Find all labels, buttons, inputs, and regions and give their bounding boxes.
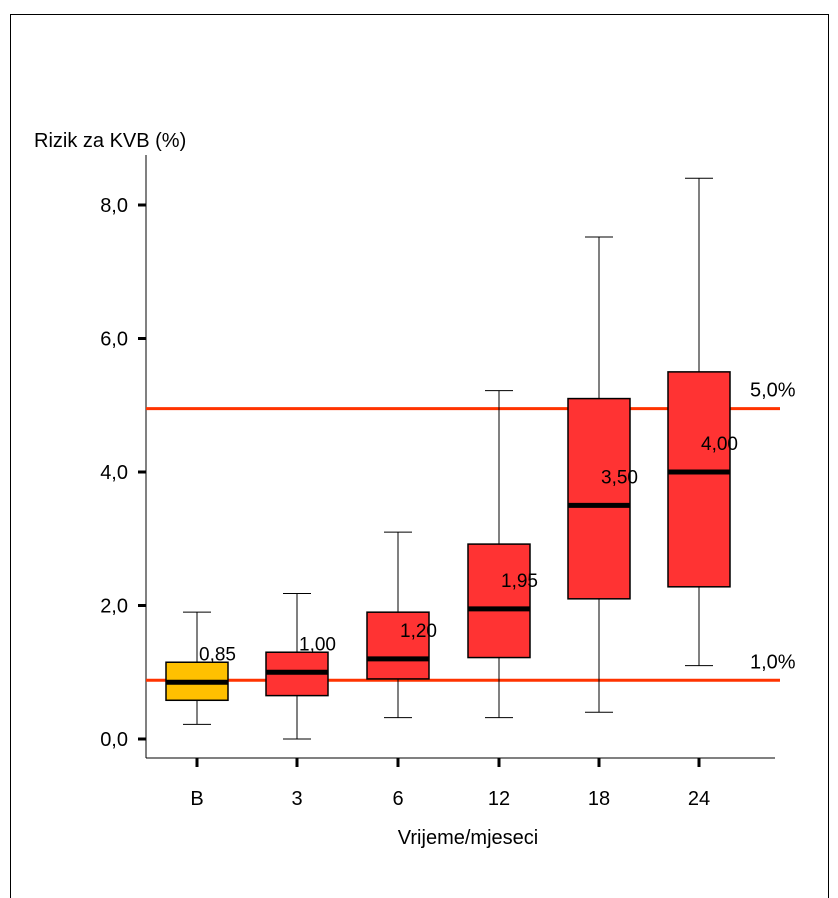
- iqr-box: [366, 611, 430, 680]
- x-axis-title: Vrijeme/mjeseci: [398, 827, 538, 849]
- x-tick-label: 12: [488, 788, 510, 810]
- x-tick-label: 6: [392, 788, 403, 810]
- chart-frame: [10, 14, 829, 898]
- y-tick-label: 4,0: [100, 462, 128, 484]
- median-label: 1,95: [501, 571, 538, 592]
- median-label: 4,00: [701, 434, 738, 455]
- y-tick-label: 6,0: [100, 329, 128, 351]
- x-tick-label: 24: [688, 788, 710, 810]
- x-tick-label: B: [190, 788, 203, 810]
- reference-line-label: 5,0%: [750, 380, 796, 402]
- y-tick-label: 8,0: [100, 195, 128, 217]
- box-B: 0,85: [165, 611, 236, 725]
- y-tick-label: 2,0: [100, 596, 128, 618]
- iqr-box: [467, 543, 531, 659]
- iqr-box: [567, 397, 631, 600]
- x-tick-label: 3: [291, 788, 302, 810]
- median-label: 0,85: [199, 644, 236, 665]
- reference-line-label: 1,0%: [750, 651, 796, 673]
- y-tick-label: 0,0: [100, 729, 128, 751]
- box-18: 3,50: [567, 236, 638, 713]
- box-3: 1,00: [265, 592, 336, 740]
- box-24: 4,00: [667, 177, 738, 667]
- median-label: 1,20: [400, 621, 437, 642]
- box-12: 1,95: [467, 390, 538, 719]
- box-6: 1,20: [366, 531, 437, 719]
- median-label: 1,00: [299, 634, 336, 655]
- median-label: 3,50: [601, 467, 638, 488]
- y-axis-title: Rizik za KVB (%): [34, 130, 186, 152]
- iqr-box: [667, 371, 731, 588]
- x-tick-label: 18: [588, 788, 610, 810]
